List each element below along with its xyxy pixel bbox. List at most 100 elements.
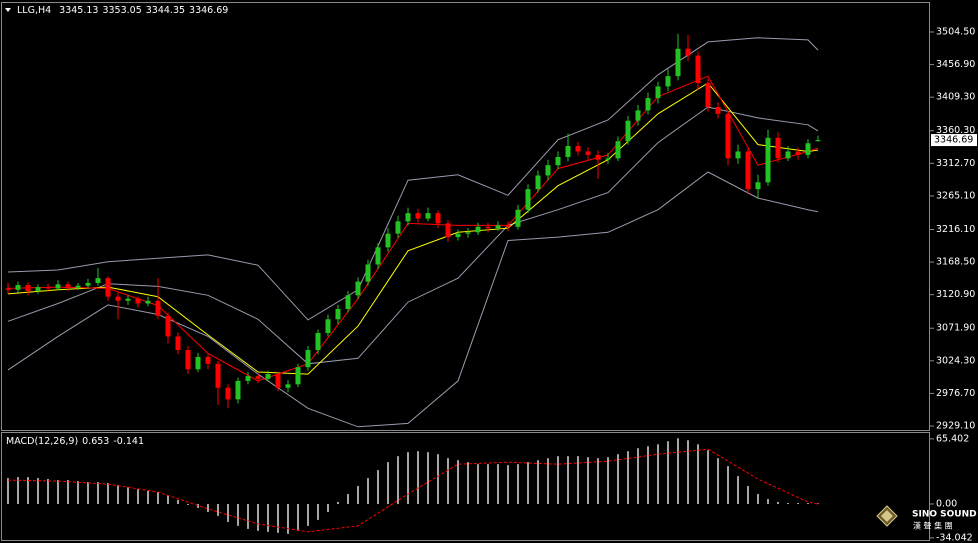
- candle-body: [805, 143, 811, 155]
- candle-body: [475, 226, 481, 233]
- candle-body: [795, 151, 801, 155]
- y-tick-label: 3071.90: [936, 323, 975, 334]
- candle-body: [325, 319, 331, 333]
- candle-body: [625, 120, 631, 142]
- macd-panel-frame: [1, 432, 930, 541]
- signal-value: -0.141: [113, 436, 144, 447]
- y-tick-label: 2929.10: [936, 421, 975, 432]
- candle-body: [215, 363, 221, 388]
- y-tick-label: 3360.30: [936, 125, 975, 136]
- candle-body: [265, 374, 271, 379]
- candle-body: [205, 356, 211, 364]
- candle-body: [685, 48, 691, 56]
- candle-body: [175, 336, 181, 351]
- candle-body: [305, 350, 311, 368]
- candle-body: [575, 146, 581, 152]
- candle-body: [525, 189, 531, 210]
- chart-header: LLG,H4 3345.13 3353.05 3344.35 3346.69: [17, 5, 228, 16]
- candle-body: [585, 151, 591, 155]
- y-tick-label: 2976.70: [936, 388, 975, 399]
- candle-body: [495, 225, 501, 229]
- candle-body: [165, 315, 171, 337]
- candle-body: [675, 48, 681, 77]
- candle-body: [615, 141, 621, 159]
- candle-body: [725, 113, 731, 159]
- candle-body: [85, 282, 91, 286]
- y-tick-label: 3216.10: [936, 224, 975, 235]
- macd-name: MACD(12,26,9): [6, 436, 78, 447]
- y-tick-label: 3312.70: [936, 158, 975, 169]
- watermark-subtitle: 漢 聲 集 團: [913, 521, 953, 531]
- candle-body: [485, 226, 491, 229]
- candle-body: [345, 295, 351, 309]
- symbol: LLG,H4: [17, 5, 51, 16]
- ohlc-value: 3345.13: [59, 5, 98, 16]
- candle-body: [355, 281, 361, 296]
- ohlc-value: 3346.69: [189, 5, 228, 16]
- candle-body: [555, 156, 561, 166]
- candle-body: [25, 285, 31, 292]
- indicator-line: [7, 82, 819, 375]
- candle-body: [375, 247, 381, 265]
- candle-body: [5, 288, 11, 290]
- macd-value: 0.653: [82, 436, 109, 447]
- ohlc-value: 3353.05: [102, 5, 141, 16]
- menu-arrow: [5, 8, 11, 12]
- candle-body: [235, 380, 241, 400]
- candle-body: [75, 285, 81, 288]
- price-label: 3346.69: [934, 135, 973, 146]
- y-tick-label: 0.00: [936, 498, 957, 509]
- y-tick-label: 3504.50: [936, 26, 975, 37]
- candle-body: [715, 106, 721, 114]
- y-tick-label: 3409.30: [936, 92, 975, 103]
- candle-body: [195, 356, 201, 370]
- y-tick-label: 3265.10: [936, 190, 975, 201]
- candle-body: [55, 284, 61, 289]
- candle-body: [105, 278, 111, 297]
- candle-body: [245, 376, 251, 381]
- y-tick-label: 3168.50: [936, 257, 975, 268]
- candle-body: [655, 86, 661, 99]
- candle-body: [635, 110, 641, 121]
- candle-body: [745, 151, 751, 190]
- candle-body: [45, 287, 51, 289]
- price-panel-frame: [1, 2, 930, 431]
- y-tick-label: 3024.30: [936, 355, 975, 366]
- candle-body: [785, 151, 791, 159]
- candle-body: [405, 213, 411, 222]
- ohlc-value: 3344.35: [146, 5, 185, 16]
- watermark-title: SINO SOUND: [912, 510, 977, 520]
- y-tick-label: 3456.90: [936, 59, 975, 70]
- candle-body: [705, 83, 711, 107]
- candle-body: [665, 76, 671, 87]
- candle-body: [295, 367, 301, 385]
- candle-body: [765, 137, 771, 183]
- candle-body: [425, 213, 431, 219]
- watermark: SINO SOUND 漢 聲 集 團: [876, 505, 977, 531]
- candle-body: [35, 287, 41, 292]
- candle-body: [115, 296, 121, 301]
- candle-body: [155, 300, 161, 316]
- candle-body: [435, 213, 441, 224]
- candle-body: [335, 308, 341, 320]
- candle-body: [605, 158, 611, 160]
- indicator-line: [7, 37, 819, 321]
- candle-body: [505, 225, 511, 227]
- candle-body: [535, 175, 541, 190]
- candle-body: [545, 165, 551, 176]
- candle-body: [315, 332, 321, 351]
- candle-body: [455, 233, 461, 238]
- indicator-line: [7, 171, 819, 428]
- y-tick-label: -34.042: [936, 532, 973, 543]
- candle-body: [135, 298, 141, 304]
- y-tick-label: 65.402: [936, 433, 969, 444]
- price-label-box: [931, 134, 977, 147]
- watermark-logo-inner: [881, 510, 893, 522]
- candle-body: [515, 209, 521, 227]
- candle-body: [225, 387, 231, 400]
- candle-body: [65, 284, 71, 288]
- candle-body: [125, 298, 131, 301]
- candle-body: [775, 137, 781, 159]
